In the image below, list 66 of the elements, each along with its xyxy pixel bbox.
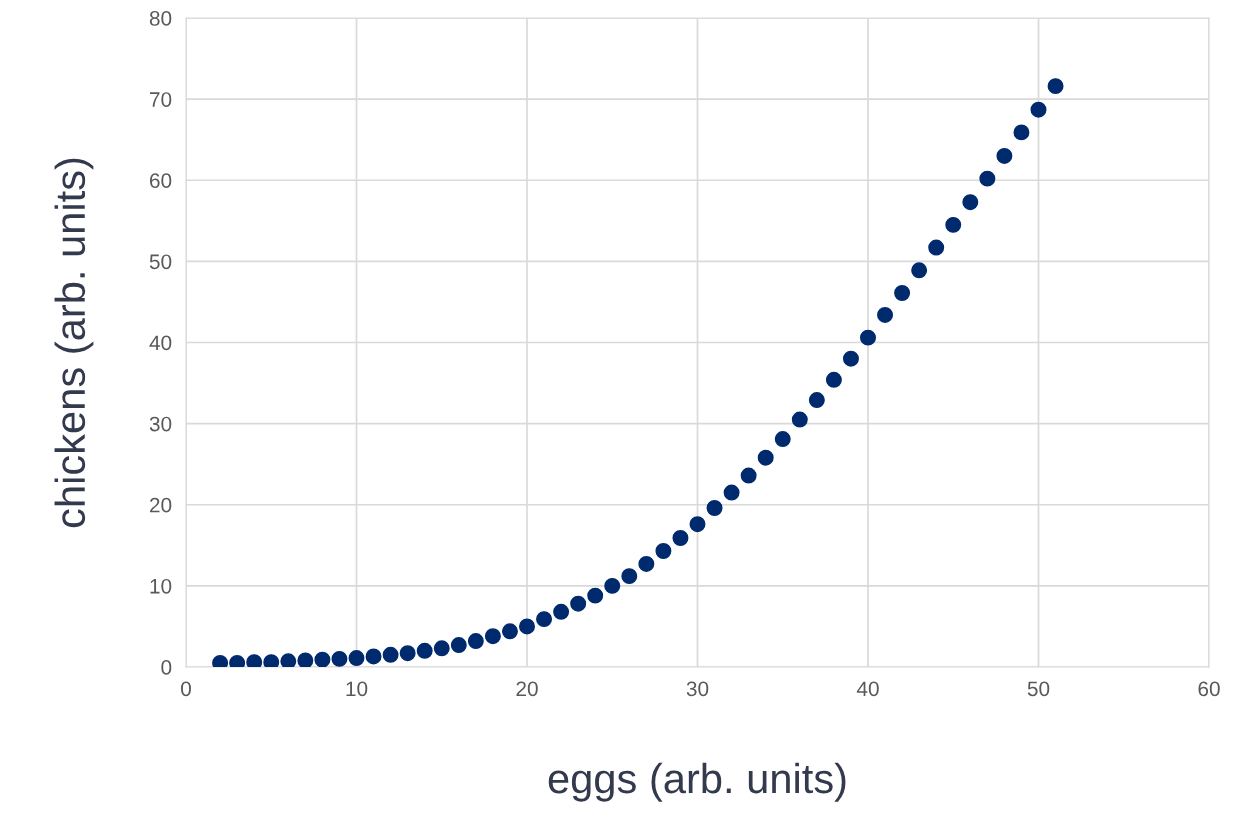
point [263,654,280,667]
point [774,431,791,448]
point [825,371,842,388]
point [945,216,962,233]
point [587,587,604,604]
point [996,147,1013,164]
point [382,646,399,663]
point [638,555,655,572]
point [842,350,859,367]
point [860,329,876,346]
point [706,500,723,516]
point [1047,78,1064,95]
point [757,449,774,466]
point [331,650,348,667]
y-tick-label: 0 [161,660,172,675]
x-tick-label: 60 [1198,681,1220,697]
point [604,577,621,594]
point [723,484,740,501]
y-tick-label: 80 [149,11,172,26]
point [348,650,365,667]
point [536,611,553,628]
point [962,194,979,211]
point [1030,101,1047,118]
point [450,637,467,654]
point [655,543,672,559]
point [672,530,689,546]
x-tick-label: 30 [686,681,709,697]
x-axis-title: eggs (arb. units) [548,762,846,802]
x-tick-label: 20 [516,681,538,697]
point [467,633,484,650]
y-tick-label: 30 [149,416,172,432]
point [894,285,911,301]
x-tick-label: 40 [856,681,879,697]
point [246,654,263,667]
x-tick-label: 10 [346,681,368,697]
point [280,653,297,667]
point [399,645,416,662]
point [365,648,382,665]
point [911,262,928,279]
point [519,618,535,635]
y-axis-title: chickens (arb. units) [54,158,94,528]
point [1013,124,1030,141]
point [553,603,570,620]
point [621,568,638,585]
point [928,239,945,256]
y-tick-label: 20 [149,497,172,513]
y-tick-label: 40 [149,335,172,351]
y-tick-label: 60 [150,173,172,188]
point [484,628,501,645]
point [791,411,808,428]
point [416,642,433,659]
point [877,306,894,323]
point [979,170,996,187]
point [808,392,825,409]
y-tick-label: 70 [150,92,172,107]
point [297,652,314,667]
y-tick-label: 10 [150,578,172,594]
point [501,623,518,640]
point [740,467,757,484]
x-tick-label: 50 [1027,681,1050,697]
point [314,651,331,667]
point [433,640,450,657]
y-tick-label: 50 [149,254,172,270]
point [570,595,587,612]
x-tick-label: 0 [181,681,191,697]
point [689,516,706,533]
